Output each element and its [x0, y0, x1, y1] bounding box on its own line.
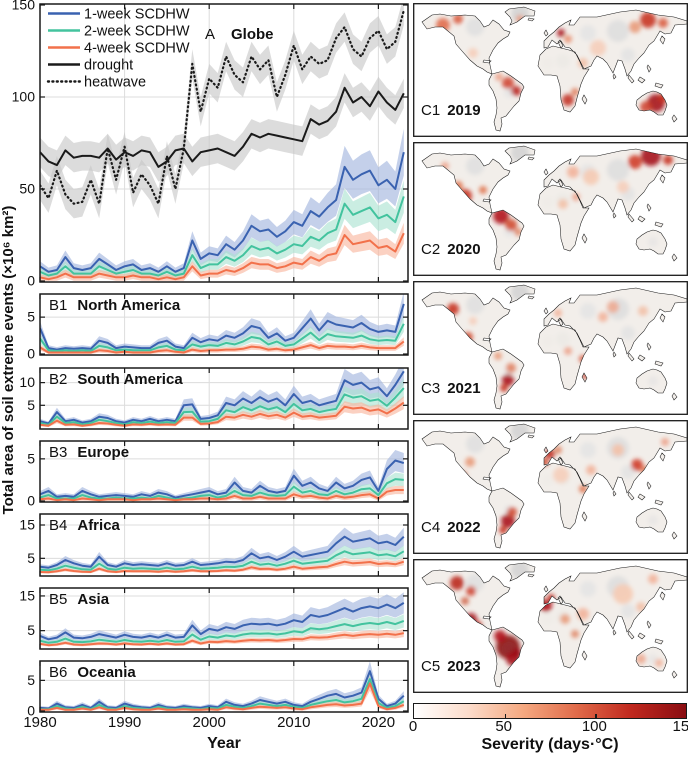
map-label: C4 2022 — [421, 519, 481, 536]
x-axis-label: Year — [207, 735, 241, 752]
y-tick-label: 5 — [27, 550, 35, 566]
map-label: C1 2019 — [421, 102, 481, 119]
y-tick-label: 100 — [12, 89, 36, 105]
y-tick-label: 0 — [27, 273, 35, 289]
colorbar-label: Severity (days·°C) — [481, 736, 619, 753]
x-tick-label: 1990 — [107, 714, 142, 731]
panel-b5-chart: 5 15 B5 Asia — [19, 587, 409, 650]
panel-title: B3 Europe — [49, 444, 129, 461]
colorbar-tick-label: 150 — [672, 718, 688, 735]
y-tick-label: 5 — [27, 672, 35, 688]
panel-b3-chart: 0 5 B3 Europe — [27, 440, 409, 509]
y-tick-label: 10 — [19, 374, 35, 390]
panel-title: B2 South America — [49, 371, 183, 388]
y-tick-label: 15 — [19, 587, 35, 603]
y-tick-label: 150 — [12, 0, 36, 13]
legend-label: drought — [84, 58, 133, 74]
map-2021: C3 2021 — [413, 281, 688, 415]
map-label: C2 2020 — [421, 241, 481, 258]
legend-label: 1-week SCDHW — [84, 7, 190, 23]
map-label: C3 2021 — [421, 380, 481, 397]
map-2020: C2 2020 — [413, 142, 688, 276]
colorbar-tick-label: 50 — [495, 718, 512, 735]
panel-title: B5 Asia — [49, 591, 110, 608]
y-tick-label: 5 — [27, 397, 35, 413]
map-label: C5 2023 — [421, 658, 481, 675]
panel-title: B1 North America — [49, 297, 181, 314]
panel-b4-chart: 5 15 B4 Africa — [19, 513, 409, 577]
legend-label: 2-week SCDHW — [84, 24, 190, 40]
map-2019: C1 2019 — [413, 3, 688, 137]
x-tick-label: 2010 — [277, 714, 311, 731]
severity-colorbar — [413, 703, 687, 719]
colorbar-tick-label: 0 — [408, 718, 418, 735]
colorbar-tick — [504, 714, 507, 718]
y-tick-label: 5 — [27, 309, 35, 325]
y-tick-label: 50 — [19, 181, 35, 197]
y-tick-label: 5 — [27, 622, 35, 638]
y-tick-label: 0 — [27, 703, 35, 719]
colorbar-tick-labels: 0 50 100 150 — [0, 718, 688, 736]
y-tick-label: 15 — [19, 517, 35, 533]
legend-label: 4-week SCDHW — [84, 41, 190, 57]
x-tick-label: 2020 — [361, 714, 396, 731]
legend-label: heatwave — [84, 75, 146, 91]
colorbar-tick — [595, 714, 597, 718]
panel-b1-chart: 0 5 B1 North America — [27, 293, 409, 362]
map-2023: C5 2023 — [413, 559, 688, 693]
panel-b2-chart: 5 10 B2 South America — [19, 367, 409, 430]
x-axis-tick-labels: 1980 1990 2000 2010 2020 — [22, 714, 422, 732]
panel-title: A Globe — [205, 26, 274, 43]
y-tick-label: 0 — [27, 346, 35, 362]
panel-b6-chart: 0 5 B6 Oceania — [27, 660, 409, 719]
y-axis-label: Total area of soil extreme events (×10⁶ … — [0, 205, 17, 515]
colorbar-tick-label: 100 — [581, 718, 607, 735]
y-tick-label: 5 — [27, 450, 35, 466]
panel-title: B4 Africa — [49, 517, 121, 534]
x-tick-label: 1980 — [23, 714, 57, 731]
map-2022: C4 2022 — [413, 420, 688, 554]
x-tick-label: 2000 — [192, 714, 226, 731]
y-tick-label: 0 — [27, 493, 35, 509]
panel-title: B6 Oceania — [49, 664, 136, 681]
